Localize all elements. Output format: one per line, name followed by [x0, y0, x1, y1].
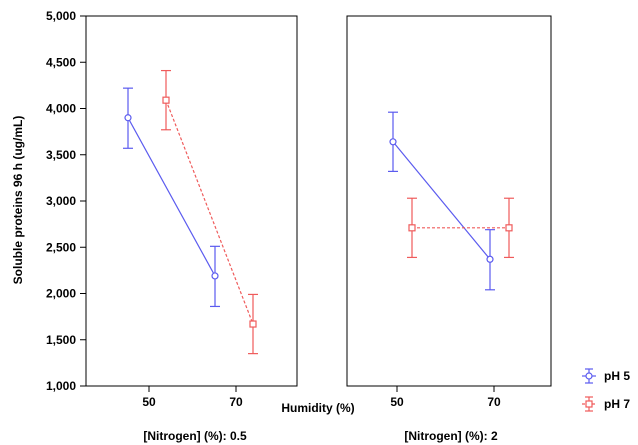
plot-frame — [346, 15, 552, 387]
y-axis-label: Soluble proteins 96 h (ug/mL) — [11, 116, 25, 285]
data-point — [486, 255, 494, 263]
y-tick-label: 5,000 — [46, 9, 76, 23]
legend-label: pH 5 — [604, 369, 630, 383]
legend-label: pH 7 — [604, 397, 630, 411]
y-axis-title: Soluble proteins 96 h (ug/mL) — [11, 116, 25, 285]
y-tick-label: 4,500 — [46, 55, 76, 69]
panel-1: 50 70 [Nitrogen] (%): 0.5 — [85, 15, 298, 443]
legend: pH 5 pH 7 — [582, 368, 630, 412]
legend-item: pH 5 — [582, 368, 630, 384]
legend-marker — [585, 372, 593, 380]
series-line-ph-5 — [392, 141, 491, 260]
data-point — [408, 224, 416, 232]
x-tick-label: 70 — [487, 395, 501, 409]
x-tick-label: 50 — [390, 395, 404, 409]
series-line-ph-7 — [165, 99, 254, 325]
x-tick-label: 50 — [142, 395, 156, 409]
data-point — [389, 138, 397, 146]
y-tick-label: 3,500 — [46, 148, 76, 162]
panel-2: 50 70 [Nitrogen] (%): 2 — [346, 15, 552, 443]
panel-label: [Nitrogen] (%): 2 — [404, 429, 498, 443]
y-tick-label: 2,500 — [46, 240, 76, 254]
series-line-ph-5 — [127, 117, 216, 277]
y-tick-label: 1,000 — [46, 379, 76, 393]
y-tick-label: 1,500 — [46, 333, 76, 347]
data-point — [162, 96, 170, 104]
panel-label: [Nitrogen] (%): 0.5 — [143, 429, 247, 443]
y-ticks: 1,000 1,500 2,000 2,500 3,000 3,500 4,000 4,500… — [46, 9, 86, 393]
plot-frame — [85, 15, 298, 387]
y-tick-label: 2,000 — [46, 287, 76, 301]
legend-marker — [585, 400, 593, 408]
x-axis-title: Humidity (%) — [281, 401, 354, 415]
data-point — [124, 114, 132, 122]
x-tick-label: 70 — [229, 395, 243, 409]
y-tick-label: 3,000 — [46, 194, 76, 208]
data-point — [211, 272, 219, 280]
data-point — [505, 224, 513, 232]
y-tick-label: 4,000 — [46, 102, 76, 116]
panels: 50 70 [Nitrogen] (%): 0.5 50 70 [Nitrogen] (%… — [85, 15, 552, 443]
legend-item: pH 7 — [582, 396, 630, 412]
data-point — [249, 320, 257, 328]
